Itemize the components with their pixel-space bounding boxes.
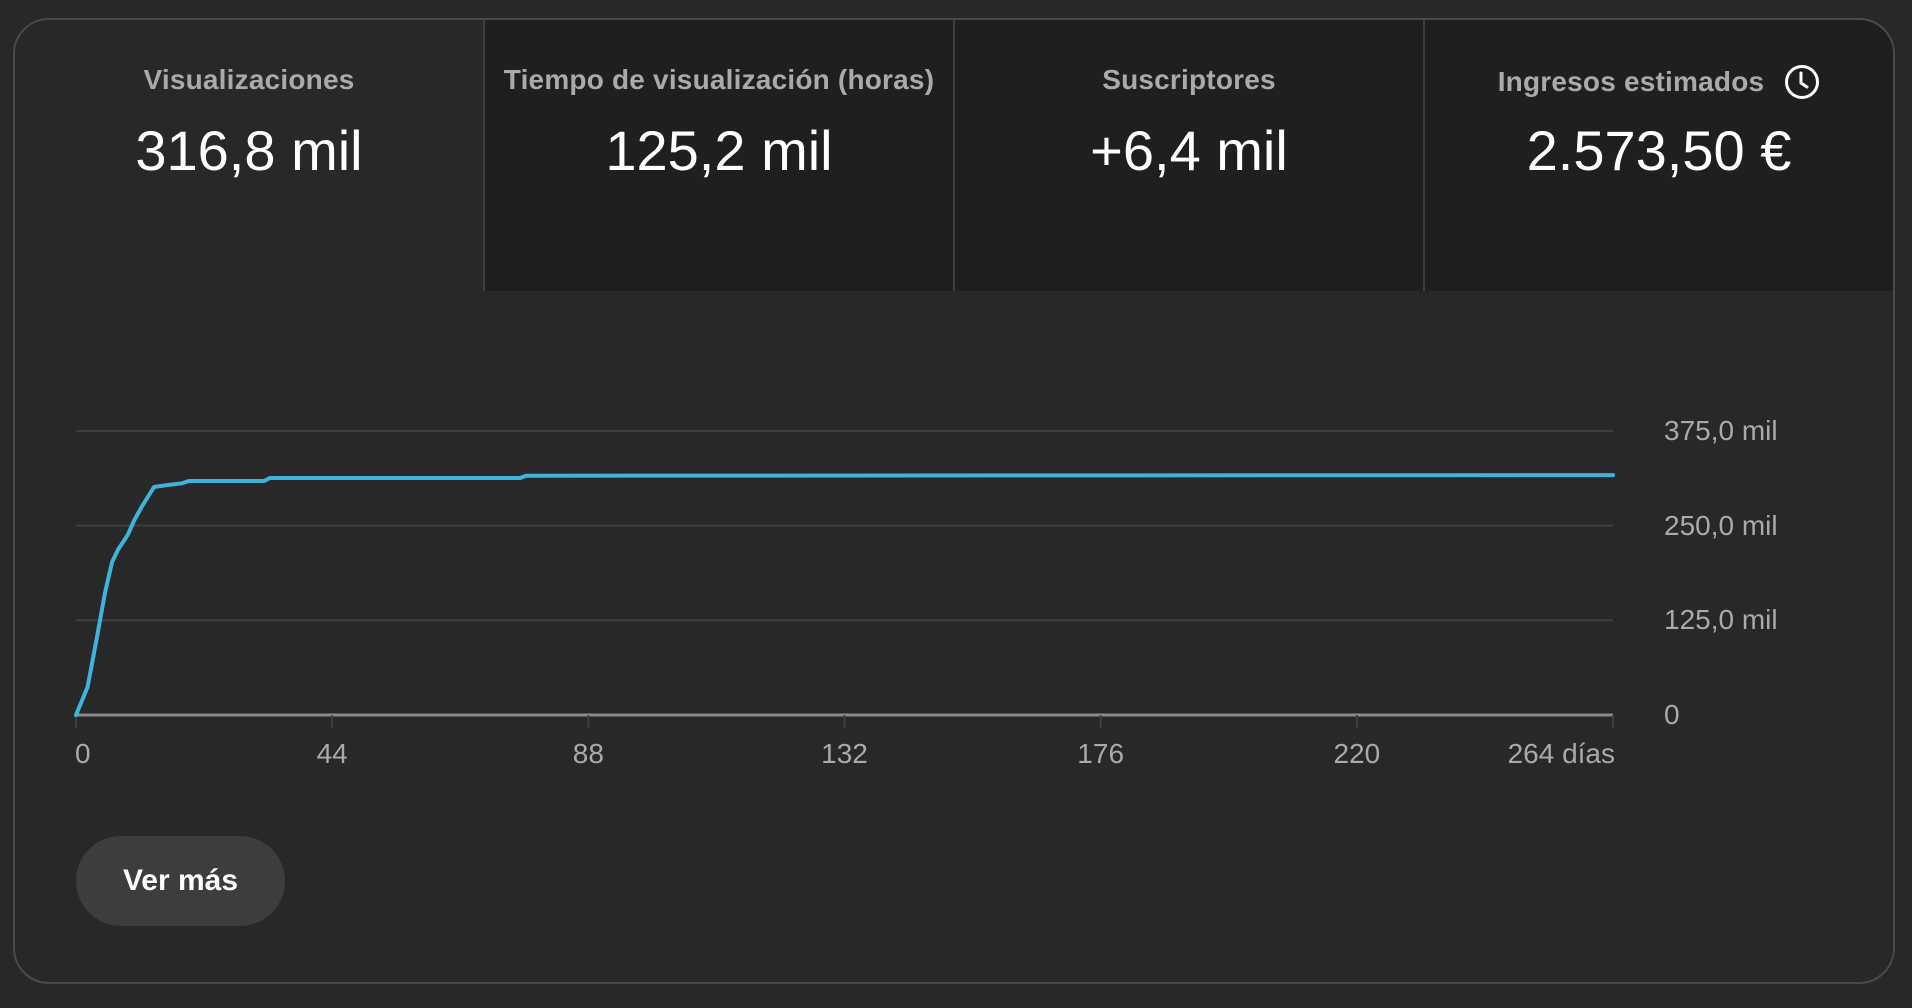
x-tick-label: 220 <box>1333 738 1381 769</box>
analytics-card: Visualizaciones 316,8 mil Tiempo de visu… <box>13 18 1895 984</box>
x-tick-label: 0 <box>75 738 91 769</box>
tab-views[interactable]: Visualizaciones 316,8 mil <box>15 20 483 291</box>
tab-revenue-value: 2.573,50 € <box>1526 119 1792 182</box>
tab-watch-time[interactable]: Tiempo de visualización (horas) 125,2 mi… <box>483 20 953 291</box>
clock-icon[interactable] <box>1784 64 1820 100</box>
y-tick-label: 250,0 mil <box>1664 509 1778 541</box>
y-tick-label: 375,0 mil <box>1664 415 1778 446</box>
tab-views-value: 316,8 mil <box>135 119 363 182</box>
x-tick-label: 88 <box>572 738 604 769</box>
tab-watch-time-value: 125,2 mil <box>605 119 833 182</box>
tab-subscribers-value: +6,4 mil <box>1090 119 1288 182</box>
y-tick-label: 125,0 mil <box>1664 604 1778 636</box>
tab-subscribers[interactable]: Suscriptores +6,4 mil <box>953 20 1423 291</box>
see-more-button[interactable]: Ver más <box>76 836 285 926</box>
y-tick-label: 0 <box>1664 699 1680 730</box>
tab-subscribers-label: Suscriptores <box>1102 64 1276 95</box>
tab-revenue-label: Ingresos estimados <box>1497 66 1765 97</box>
metric-tabs: Visualizaciones 316,8 mil Tiempo de visu… <box>15 20 1893 291</box>
x-tick-label: 176 <box>1077 738 1125 769</box>
x-tick-label: 132 <box>821 738 868 769</box>
tab-revenue[interactable]: Ingresos estimados 2.573,50 € <box>1423 20 1893 291</box>
x-tick-label: 264 días <box>1507 738 1615 769</box>
tab-watch-time-label: Tiempo de visualización (horas) <box>503 64 935 95</box>
views-line <box>74 473 1615 717</box>
tab-views-label: Visualizaciones <box>143 64 355 95</box>
x-tick-label: 44 <box>316 738 348 769</box>
